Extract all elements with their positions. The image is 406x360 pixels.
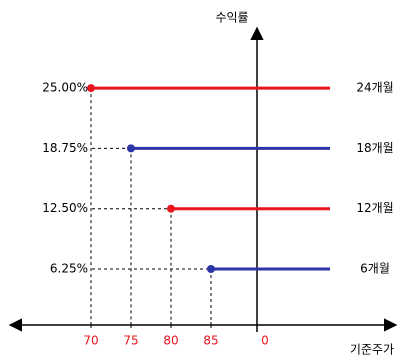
- x-tick-label: 0: [261, 334, 269, 348]
- y-axis-label: 수익률: [215, 11, 248, 25]
- x-tick-label: 70: [83, 334, 98, 348]
- value-label: 6.25%: [50, 262, 88, 276]
- series-label: 24개월: [356, 81, 393, 95]
- payoff-point: [167, 204, 175, 213]
- series-label: 6개월: [360, 262, 390, 276]
- x-axis-label: 기준주가: [350, 343, 394, 357]
- payoff-point: [127, 144, 135, 153]
- x-tick-label: 80: [163, 334, 178, 348]
- value-label: 18.75%: [42, 141, 88, 155]
- x-tick-label: 85: [203, 334, 218, 348]
- series-label: 18개월: [356, 141, 393, 155]
- value-label: 12.50%: [42, 201, 88, 215]
- x-tick-label: 75: [123, 334, 138, 348]
- payoff-point: [87, 84, 95, 93]
- series-label: 12개월: [356, 201, 393, 215]
- payoff-point: [207, 265, 215, 273]
- value-label: 25.00%: [42, 81, 88, 95]
